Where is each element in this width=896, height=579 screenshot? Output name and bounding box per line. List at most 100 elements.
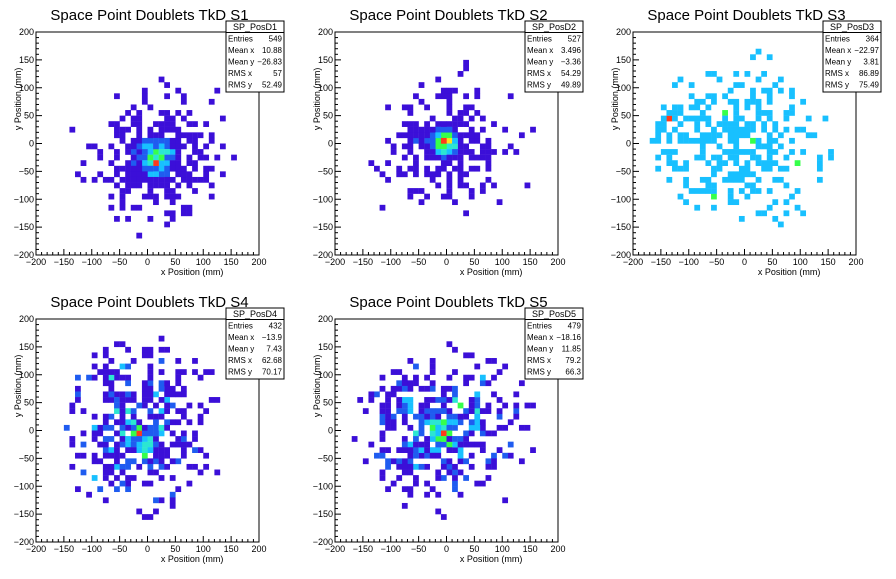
histogram-bin — [507, 93, 514, 100]
histogram-bin — [136, 110, 143, 116]
histogram-bin — [683, 115, 689, 122]
histogram-bin — [440, 149, 447, 155]
histogram-bin — [147, 352, 154, 359]
histogram-bin — [119, 441, 126, 448]
histogram-bin — [130, 104, 137, 111]
histogram-bin — [141, 385, 148, 392]
histogram-bin — [147, 149, 154, 155]
histogram-bin — [733, 110, 740, 116]
histogram-bin — [452, 87, 458, 94]
histogram-bin — [502, 126, 509, 133]
histogram-bin — [385, 408, 391, 414]
histogram-bin — [677, 193, 684, 200]
histogram-bin — [474, 391, 481, 398]
histogram-bin — [164, 397, 170, 403]
histogram-bin — [479, 115, 486, 122]
stats-value: 432 — [269, 322, 283, 331]
histogram-bin — [446, 104, 453, 111]
histogram-bin — [141, 352, 148, 359]
histogram-bin — [727, 199, 734, 206]
histogram-bin — [175, 436, 182, 442]
histogram-bin — [446, 408, 453, 414]
histogram-bin — [69, 402, 76, 409]
histogram-bin — [130, 165, 137, 172]
histogram-bin — [136, 160, 143, 166]
histogram-bin — [694, 137, 701, 144]
histogram-bin — [396, 463, 403, 470]
histogram-bin — [119, 193, 126, 200]
histogram-bin — [677, 132, 684, 139]
histogram-bin — [97, 154, 104, 161]
histogram-bin — [688, 137, 695, 144]
histogram-bin — [446, 419, 453, 426]
histogram-bin — [435, 430, 442, 437]
x-tick-label: −100 — [381, 544, 401, 554]
histogram-bin — [379, 452, 386, 459]
histogram-bin — [141, 149, 148, 155]
histogram-bin — [180, 132, 187, 139]
histogram-bin — [463, 143, 469, 150]
histogram-bin — [683, 176, 689, 183]
stats-label: RMS x — [228, 356, 252, 365]
histogram-bin — [418, 137, 425, 144]
histogram-bin — [446, 143, 453, 150]
y-tick-label: −100 — [14, 481, 34, 491]
histogram-bin — [429, 424, 436, 431]
x-tick-label: 0 — [444, 257, 449, 267]
histogram-bin — [418, 143, 425, 150]
histogram-bin — [435, 452, 442, 459]
histogram-bin — [418, 98, 425, 105]
histogram-bin — [186, 463, 193, 470]
histogram-bin — [158, 121, 165, 127]
stats-label: Mean x — [527, 333, 553, 342]
histogram-bin — [147, 193, 154, 200]
histogram-bin — [114, 397, 120, 403]
histogram-bin — [180, 204, 187, 211]
histogram-bin — [390, 143, 397, 150]
histogram-bin — [655, 132, 662, 139]
histogram-bin — [203, 171, 210, 178]
histogram-bin — [180, 98, 187, 105]
histogram-bin — [738, 176, 745, 183]
x-tick-label: −200 — [325, 544, 345, 554]
stats-label: RMS y — [527, 368, 551, 377]
histogram-bin — [125, 346, 131, 353]
histogram-bin — [496, 397, 503, 403]
histogram-bin — [777, 76, 784, 83]
histogram-bin — [435, 149, 442, 155]
histogram-bin — [744, 98, 751, 105]
histogram-bin — [125, 458, 131, 465]
histogram-bin — [463, 121, 469, 127]
histogram-bin — [69, 408, 76, 414]
histogram-bin — [816, 160, 823, 166]
histogram-bin — [424, 436, 430, 442]
histogram-bin — [468, 402, 475, 409]
histogram-bin — [655, 154, 662, 161]
histogram-bin — [530, 402, 536, 409]
histogram-bin — [474, 137, 481, 144]
histogram-bin — [175, 182, 182, 189]
histogram-bin — [435, 436, 442, 442]
histogram-bin — [716, 143, 723, 150]
histogram-bin — [457, 171, 464, 178]
histogram-bin — [97, 430, 104, 437]
histogram-bin — [180, 447, 187, 453]
histogram-bin — [136, 508, 143, 515]
histogram-bin — [114, 463, 120, 470]
histogram-bin — [435, 424, 442, 431]
y-tick-label: 100 — [19, 83, 34, 93]
histogram-bin — [141, 436, 148, 442]
histogram-bin — [463, 182, 469, 189]
histogram-bin — [507, 419, 514, 426]
histogram-bin — [141, 441, 148, 448]
histogram-bin — [80, 452, 87, 459]
histogram-bin — [474, 93, 481, 100]
histogram-bin — [164, 149, 170, 155]
histogram-bin — [716, 165, 723, 172]
histogram-bin — [91, 352, 98, 359]
histogram-bin — [192, 463, 198, 470]
histogram-bin — [158, 408, 165, 414]
histogram-bin — [766, 115, 773, 122]
histogram-bin — [114, 165, 120, 172]
histogram-bin — [530, 126, 536, 133]
